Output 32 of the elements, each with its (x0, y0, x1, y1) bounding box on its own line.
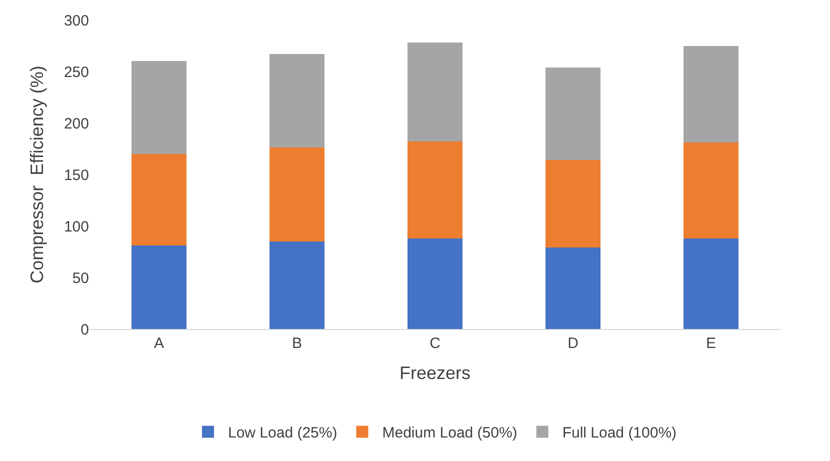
y-axis-title: Compressor Efficiency (%) (27, 66, 48, 284)
y-tick-label: 300 (64, 12, 89, 30)
bar (131, 246, 187, 329)
bar (407, 42, 463, 142)
y-tick-label: 50 (72, 270, 89, 287)
y-tick-label: 200 (64, 115, 89, 132)
bar (269, 241, 325, 329)
y-tick-label: 250 (64, 64, 89, 81)
bar (269, 148, 325, 242)
bar (545, 160, 601, 248)
bar (683, 142, 739, 238)
bar (407, 142, 463, 238)
x-tick-label: D (568, 335, 579, 352)
bar (683, 238, 739, 329)
x-axis-title: Freezers (399, 363, 471, 384)
legend-label: Full Load (100%) (562, 424, 677, 442)
bar (131, 61, 187, 154)
x-tick-label: A (154, 335, 164, 352)
legend-label: Medium Load (50%) (382, 424, 518, 442)
bar (269, 54, 325, 148)
bar (545, 248, 601, 329)
legend-label: Low Load (25%) (228, 424, 338, 442)
bar (545, 67, 601, 160)
y-tick-label: 100 (64, 218, 89, 236)
bar (407, 238, 463, 329)
y-tick-label: 0 (80, 321, 89, 338)
y-tick-label: 150 (64, 166, 89, 184)
x-tick-label: C (430, 335, 441, 352)
x-tick-label: E (706, 335, 716, 352)
x-tick-label: B (292, 335, 302, 352)
bar (683, 46, 739, 143)
bar (131, 154, 187, 246)
